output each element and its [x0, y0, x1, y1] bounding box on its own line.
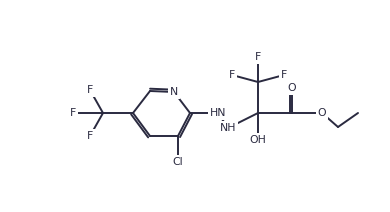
Text: F: F: [255, 52, 261, 62]
Text: OH: OH: [250, 135, 266, 145]
Text: NH: NH: [220, 123, 236, 133]
Text: O: O: [318, 108, 326, 118]
Text: F: F: [87, 131, 93, 141]
Text: N: N: [170, 87, 178, 97]
Text: F: F: [281, 70, 287, 80]
Text: F: F: [87, 85, 93, 95]
Text: O: O: [288, 83, 296, 93]
Text: HN: HN: [210, 108, 226, 118]
Text: F: F: [70, 108, 76, 118]
Text: Cl: Cl: [173, 157, 183, 167]
Text: F: F: [229, 70, 235, 80]
